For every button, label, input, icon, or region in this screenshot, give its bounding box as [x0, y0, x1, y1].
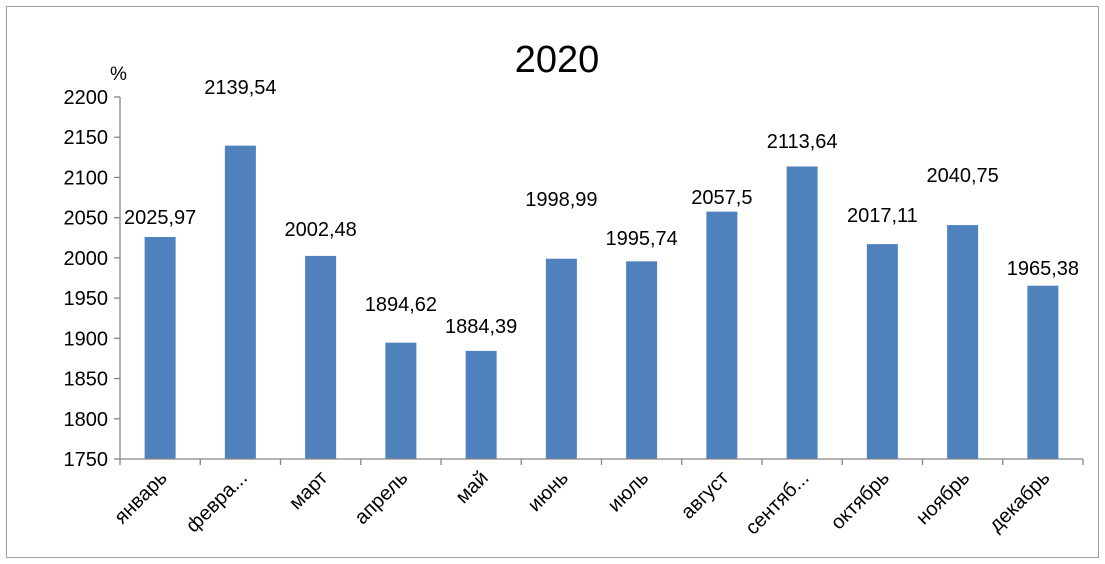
- y-tick-label: 2100: [64, 167, 109, 189]
- data-label: 1995,74: [605, 228, 677, 250]
- x-tick-label: ноябрь: [912, 467, 974, 529]
- bar: [545, 258, 577, 459]
- y-tick-label: 1950: [64, 288, 109, 310]
- data-label: 2113,64: [767, 131, 838, 153]
- data-label: 2057,5: [691, 187, 752, 209]
- x-tick-label: июнь: [524, 467, 573, 516]
- bar: [144, 236, 176, 459]
- data-label: 2040,75: [926, 165, 998, 187]
- bar: [385, 342, 417, 459]
- data-label: 2025,97: [124, 207, 196, 229]
- data-label: 1894,62: [365, 294, 437, 316]
- y-tick-label: 1750: [64, 449, 109, 471]
- data-label: 2002,48: [284, 219, 356, 241]
- bar: [1027, 285, 1059, 459]
- x-tick-label: февра...: [182, 467, 252, 537]
- data-label: 1998,99: [525, 189, 597, 211]
- bar: [947, 225, 979, 459]
- chart-title: 2020: [515, 39, 600, 81]
- y-tick-label: 2050: [64, 208, 109, 230]
- bar: [866, 244, 898, 459]
- y-tick-label: 1850: [64, 369, 109, 391]
- y-tick-label: 2000: [64, 248, 109, 270]
- x-tick-label: декабрь: [985, 467, 1054, 536]
- y-axis-unit-label: %: [110, 64, 127, 85]
- data-label: 2139,54: [204, 77, 276, 99]
- x-tick-label: март: [285, 467, 332, 514]
- y-tick-label: 1900: [64, 328, 109, 350]
- x-tick-label: апрель: [350, 467, 412, 529]
- x-tick-label: сентяб...: [741, 467, 813, 539]
- x-tick-label: октябрь: [827, 467, 894, 534]
- data-label: 2017,11: [847, 205, 918, 227]
- bar: [305, 255, 337, 459]
- x-tick-label: май: [452, 467, 493, 508]
- bar-series: [144, 145, 1059, 460]
- x-tick-label: январь: [110, 467, 171, 528]
- y-tick-label: 2200: [64, 87, 109, 109]
- x-tick-label: июль: [604, 467, 653, 516]
- data-label: 1965,38: [1007, 258, 1079, 280]
- bar: [626, 261, 658, 459]
- y-tick-label: 2150: [64, 127, 109, 149]
- bar: [465, 350, 497, 459]
- y-axis: 1750 1800 1850 1900 1950 2000 2050 2100 2150 2200: [64, 87, 121, 471]
- x-axis: январь февра... март апрель май июнь июль авгус…: [110, 458, 1084, 539]
- x-tick-label: август: [677, 467, 734, 524]
- data-labels: 2025,97 2139,54 2002,48 1894,62 1884,39 1998,…: [124, 77, 1079, 338]
- y-tick-label: 1800: [64, 409, 109, 431]
- bar: [224, 145, 256, 459]
- data-label: 1884,39: [445, 316, 517, 338]
- bar: [786, 166, 818, 460]
- bar: [706, 211, 738, 459]
